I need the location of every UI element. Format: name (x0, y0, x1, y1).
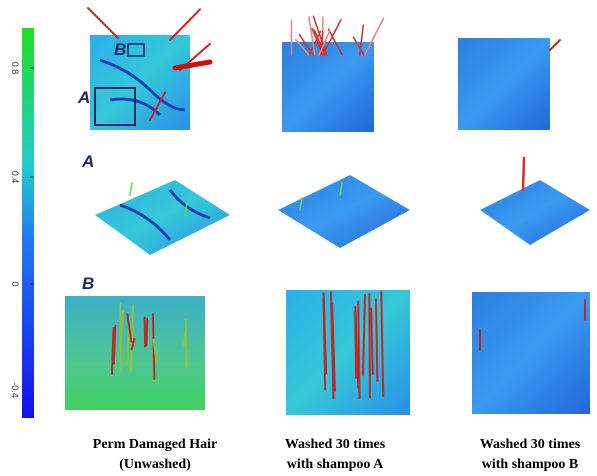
tick-label: 0.8 (10, 62, 20, 75)
spike (130, 183, 132, 195)
tick-label: -0.4 (10, 382, 20, 398)
tick-label: 0.4 (10, 171, 20, 184)
afm-image (286, 290, 410, 415)
afm-image (458, 38, 550, 130)
caption: (Unwashed) (119, 457, 191, 472)
tick-label: 0 (10, 281, 20, 286)
spike (355, 311, 356, 378)
spike (523, 158, 524, 190)
caption: with shampoo B (482, 457, 578, 472)
caption: Perm Damaged Hair (93, 437, 217, 452)
spike (88, 8, 118, 38)
figure-canvas: 0.8 0.4 0 -0.4 B A A B Perm Damaged Hair… (0, 0, 597, 476)
spike (147, 319, 148, 345)
afm-surface (278, 175, 410, 248)
spike (365, 18, 384, 55)
panel-label: A (81, 152, 94, 171)
spike (376, 299, 377, 381)
spike (369, 294, 370, 397)
colorbar (22, 28, 34, 418)
spike (550, 40, 560, 50)
afm-image (65, 296, 205, 410)
panel-label: A (77, 88, 90, 107)
caption: Washed 30 times (480, 437, 581, 452)
figure: 0.8 0.4 0 -0.4 B A A B Perm Damaged Hair… (0, 0, 597, 476)
afm-surface (480, 180, 590, 245)
panel-label: B (114, 40, 126, 59)
panel-label: B (82, 274, 94, 293)
afm-image (472, 292, 590, 414)
caption: Washed 30 times (285, 437, 386, 452)
caption: with shampoo A (287, 457, 384, 472)
